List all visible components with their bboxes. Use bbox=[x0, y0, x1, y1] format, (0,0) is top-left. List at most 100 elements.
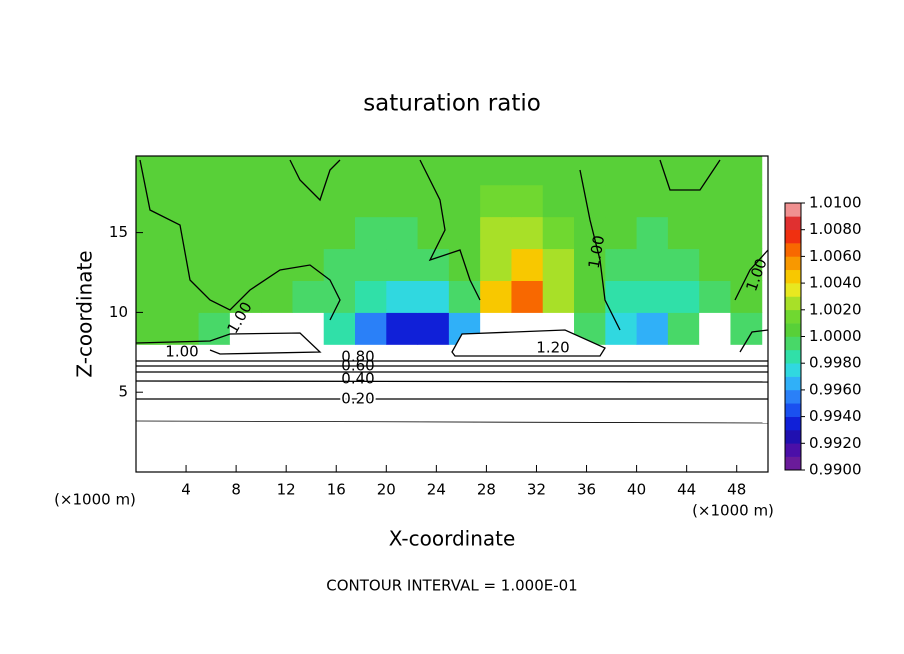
heatmap-cell bbox=[667, 376, 700, 409]
colorbar-swatch bbox=[785, 456, 801, 471]
colorbar-swatch bbox=[785, 416, 801, 431]
heatmap-cell bbox=[261, 248, 293, 281]
contour-line bbox=[451, 329, 606, 357]
colorbar-tick-label: 1.0040 bbox=[809, 274, 862, 292]
heatmap-cell bbox=[323, 312, 356, 345]
contour-line bbox=[419, 159, 481, 301]
x-tick-label: 12 bbox=[277, 481, 296, 499]
colorbar-swatch bbox=[785, 363, 801, 377]
heatmap-cell bbox=[730, 312, 763, 345]
contour-label: 1.20 bbox=[536, 339, 569, 357]
heatmap-cell bbox=[417, 184, 450, 218]
heatmap-cell bbox=[167, 280, 200, 313]
x-unit: (×1000 m) bbox=[692, 502, 774, 520]
contour-label: 1.00 bbox=[165, 343, 198, 361]
heatmap-cell bbox=[261, 312, 293, 345]
heatmap-cell bbox=[417, 408, 450, 441]
colorbar-swatch bbox=[785, 269, 801, 284]
heatmap-cell bbox=[323, 248, 356, 281]
heatmap-cell bbox=[605, 156, 638, 186]
heatmap-cell bbox=[574, 440, 606, 473]
heatmap-cell bbox=[574, 184, 606, 218]
x-tick-label: 44 bbox=[677, 481, 696, 499]
heatmap-cell bbox=[417, 156, 450, 186]
heatmap-cell bbox=[448, 280, 481, 313]
heatmap-cell bbox=[198, 156, 231, 186]
heatmap-cell bbox=[229, 216, 262, 250]
colorbar-tick-label: 0.9940 bbox=[809, 407, 862, 425]
colorbar-swatch bbox=[785, 403, 801, 417]
heatmap-cell bbox=[261, 156, 293, 186]
heatmap-cell bbox=[480, 280, 512, 313]
heatmap-cell bbox=[480, 156, 512, 186]
heatmap-cell bbox=[480, 184, 512, 218]
heatmap-cell bbox=[636, 312, 669, 345]
colorbar-tick-label: 1.0100 bbox=[809, 194, 862, 212]
chart-title: saturation ratio bbox=[363, 91, 541, 117]
heatmap-cell bbox=[574, 408, 606, 441]
heatmap-cell bbox=[730, 248, 763, 281]
heatmap-cell bbox=[417, 216, 450, 250]
heatmap-cell bbox=[355, 312, 387, 345]
heatmap-cell bbox=[699, 216, 731, 250]
colorbar-tick-label: 1.0080 bbox=[809, 220, 862, 238]
heatmap-cell bbox=[699, 440, 731, 473]
contour-label: 0.40 bbox=[341, 370, 374, 388]
heatmap-cell bbox=[355, 248, 387, 281]
heatmap-cell bbox=[323, 216, 356, 250]
x-tick-label: 36 bbox=[577, 481, 596, 499]
heatmap-cell bbox=[730, 408, 763, 441]
contour-line bbox=[139, 159, 341, 321]
heatmap-cell bbox=[636, 440, 669, 473]
heatmap-cell bbox=[636, 280, 669, 313]
y-tick-label: 5 bbox=[118, 383, 128, 401]
heatmap-cell bbox=[667, 408, 700, 441]
heatmap-cell bbox=[261, 280, 293, 313]
y-axis-label: Z-coordinate bbox=[73, 250, 97, 377]
heatmap-cell bbox=[542, 440, 575, 473]
heatmap-cell bbox=[636, 408, 669, 441]
heatmap-cell bbox=[261, 216, 293, 250]
heatmap-cell bbox=[605, 216, 638, 250]
contour-line bbox=[734, 249, 769, 301]
heatmap-cell bbox=[605, 248, 638, 281]
heatmap-cell bbox=[605, 184, 638, 218]
heatmap-cell bbox=[480, 408, 512, 441]
heatmap-cell bbox=[323, 184, 356, 218]
contour-label: 1.00 bbox=[585, 234, 609, 270]
heatmap-cell bbox=[699, 248, 731, 281]
colorbar-swatch bbox=[785, 203, 801, 217]
heatmap-cell bbox=[448, 156, 481, 186]
contour-line bbox=[135, 332, 322, 355]
heatmap-cell bbox=[667, 312, 700, 345]
heatmap-cell bbox=[480, 216, 512, 250]
footer: CONTOUR INTERVAL = 1.000E-01 bbox=[326, 577, 577, 595]
heatmap-cell bbox=[386, 156, 419, 186]
heatmap-cell bbox=[167, 184, 200, 218]
heatmap-cell bbox=[136, 280, 168, 313]
heatmap-cell bbox=[542, 156, 575, 186]
heatmap-cell bbox=[136, 184, 168, 218]
heatmap-cell bbox=[730, 376, 763, 409]
heatmap-cell bbox=[667, 216, 700, 250]
colorbar-swatch bbox=[785, 243, 801, 257]
heatmap-cell bbox=[605, 440, 638, 473]
heatmap-cell bbox=[730, 440, 763, 473]
x-axis-label: X-coordinate bbox=[389, 527, 516, 551]
heatmap-cell bbox=[511, 248, 544, 281]
heatmap-cell bbox=[574, 280, 606, 313]
x-tick-label: 4 bbox=[181, 481, 191, 499]
heatmap-cell bbox=[292, 156, 325, 186]
heatmap-cell bbox=[511, 156, 544, 186]
heatmap-cell bbox=[636, 248, 669, 281]
heatmap-cell bbox=[667, 156, 700, 186]
heatmap-cell bbox=[448, 440, 481, 473]
heatmap-cell bbox=[292, 184, 325, 218]
colorbar-swatch bbox=[785, 336, 801, 351]
heatmap-cell bbox=[448, 408, 481, 441]
heatmap-cell bbox=[136, 440, 168, 473]
heatmap-cell bbox=[261, 408, 293, 441]
x-tick-label: 40 bbox=[627, 481, 646, 499]
heatmap-cell bbox=[355, 440, 387, 473]
